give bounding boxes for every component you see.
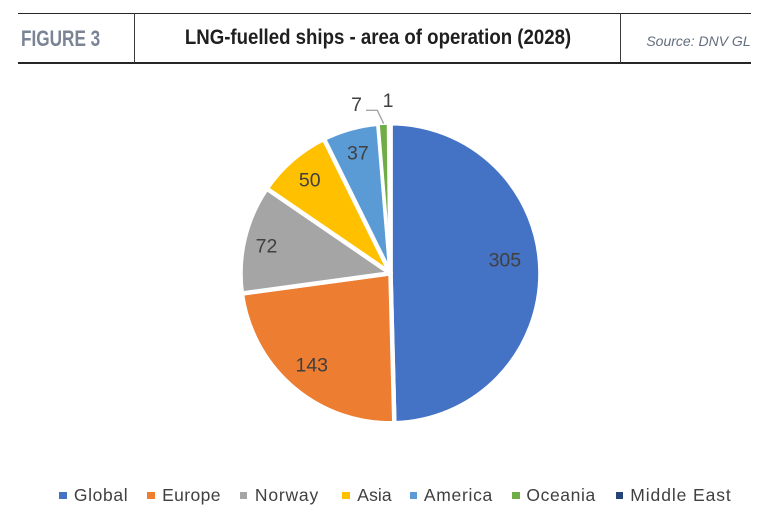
svg-text:143: 143	[295, 354, 328, 376]
svg-text:7: 7	[351, 94, 362, 116]
svg-text:1: 1	[383, 90, 394, 112]
svg-text:305: 305	[489, 249, 522, 271]
svg-text:50: 50	[299, 170, 321, 192]
svg-text:72: 72	[256, 236, 278, 258]
svg-text:37: 37	[347, 143, 369, 165]
